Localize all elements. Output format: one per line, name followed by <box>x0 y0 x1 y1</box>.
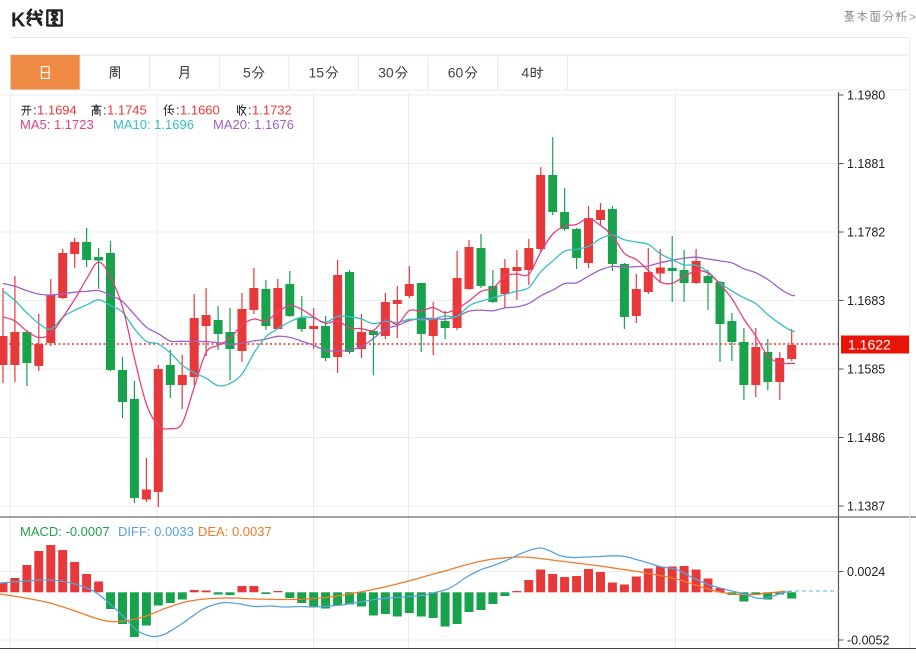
svg-text::: : <box>176 103 180 118</box>
svg-text:1.1694: 1.1694 <box>37 103 77 118</box>
svg-text:>: > <box>909 10 916 24</box>
svg-text:4: 4 <box>521 65 529 81</box>
svg-text:5: 5 <box>243 65 251 81</box>
svg-text::: : <box>248 103 252 118</box>
svg-text:1.1980: 1.1980 <box>847 89 885 103</box>
svg-text:1.1745: 1.1745 <box>107 103 147 118</box>
svg-text:1.1732: 1.1732 <box>252 103 292 118</box>
svg-text:1.1782: 1.1782 <box>847 226 885 240</box>
svg-text:1.1660: 1.1660 <box>180 103 220 118</box>
svg-text:MA20: 1.1676: MA20: 1.1676 <box>213 117 294 132</box>
svg-text:K: K <box>11 10 26 32</box>
svg-text:1.1486: 1.1486 <box>847 431 885 445</box>
svg-text:1.1881: 1.1881 <box>847 157 885 171</box>
svg-text:1.1683: 1.1683 <box>847 294 885 308</box>
svg-text:DEA: 0.0037: DEA: 0.0037 <box>198 524 272 539</box>
svg-text:MA10: 1.1696: MA10: 1.1696 <box>113 117 194 132</box>
svg-text::: : <box>103 103 107 118</box>
svg-text:DIFF: 0.0033: DIFF: 0.0033 <box>118 524 194 539</box>
svg-text:1.1585: 1.1585 <box>847 363 885 377</box>
svg-text:1.1387: 1.1387 <box>847 500 885 514</box>
svg-text:30: 30 <box>378 65 394 81</box>
svg-text:0.0024: 0.0024 <box>847 565 885 579</box>
svg-text:MA5: 1.1723: MA5: 1.1723 <box>20 117 94 132</box>
svg-text:-0.0052: -0.0052 <box>847 634 889 648</box>
svg-text:MACD: -0.0007: MACD: -0.0007 <box>20 524 110 539</box>
svg-text:15: 15 <box>309 65 325 81</box>
svg-text:60: 60 <box>448 65 464 81</box>
svg-text:1.1622: 1.1622 <box>848 337 891 353</box>
svg-text::: : <box>33 103 37 118</box>
